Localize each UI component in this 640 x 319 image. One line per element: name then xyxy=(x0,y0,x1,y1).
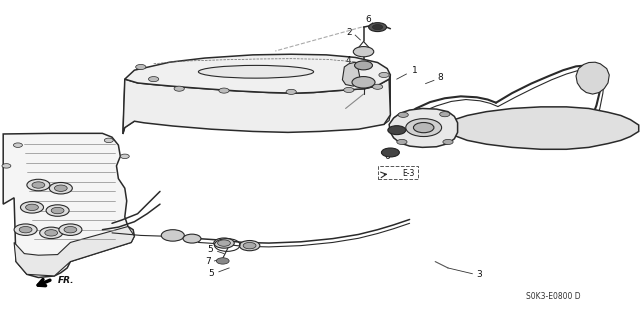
Circle shape xyxy=(32,182,45,188)
Text: 8: 8 xyxy=(438,73,443,82)
Text: 5: 5 xyxy=(209,269,214,278)
Polygon shape xyxy=(389,108,458,147)
Circle shape xyxy=(413,122,434,133)
Circle shape xyxy=(388,126,406,135)
Circle shape xyxy=(13,143,22,147)
Polygon shape xyxy=(123,79,138,134)
Polygon shape xyxy=(384,75,390,124)
Polygon shape xyxy=(454,107,639,149)
Polygon shape xyxy=(125,54,390,93)
Circle shape xyxy=(243,242,256,249)
Text: 3: 3 xyxy=(476,271,481,279)
Text: 6: 6 xyxy=(393,116,398,125)
Circle shape xyxy=(161,230,184,241)
Text: 1: 1 xyxy=(412,66,417,75)
Circle shape xyxy=(214,238,234,248)
Circle shape xyxy=(239,241,260,251)
Circle shape xyxy=(54,185,67,191)
Circle shape xyxy=(379,72,389,78)
Polygon shape xyxy=(14,226,134,276)
Polygon shape xyxy=(3,133,134,278)
Circle shape xyxy=(381,148,399,157)
Text: 2: 2 xyxy=(346,28,351,37)
Circle shape xyxy=(51,207,64,214)
Circle shape xyxy=(398,112,408,117)
Circle shape xyxy=(174,86,184,91)
Circle shape xyxy=(148,77,159,82)
Circle shape xyxy=(20,202,44,213)
Text: FR.: FR. xyxy=(58,276,74,285)
Text: 6: 6 xyxy=(385,152,390,161)
Circle shape xyxy=(355,61,372,70)
Polygon shape xyxy=(576,62,609,94)
Circle shape xyxy=(2,164,11,168)
Polygon shape xyxy=(123,79,390,134)
Polygon shape xyxy=(342,62,360,86)
Circle shape xyxy=(443,139,453,145)
Circle shape xyxy=(49,182,72,194)
Ellipse shape xyxy=(198,65,314,78)
Circle shape xyxy=(440,112,450,117)
Text: S0K3-E0800 D: S0K3-E0800 D xyxy=(526,292,581,301)
Circle shape xyxy=(286,89,296,94)
Text: E-3: E-3 xyxy=(402,169,414,178)
Text: 7: 7 xyxy=(205,257,211,266)
Circle shape xyxy=(219,88,229,93)
Circle shape xyxy=(120,154,129,159)
Circle shape xyxy=(19,226,32,233)
Circle shape xyxy=(64,226,77,233)
Circle shape xyxy=(136,64,146,70)
Circle shape xyxy=(45,230,58,236)
Circle shape xyxy=(372,25,383,30)
Text: 5: 5 xyxy=(207,245,212,254)
Circle shape xyxy=(216,258,229,264)
Circle shape xyxy=(218,240,230,246)
Circle shape xyxy=(183,234,201,243)
Circle shape xyxy=(352,77,375,88)
Circle shape xyxy=(14,224,37,235)
Text: 4: 4 xyxy=(346,56,351,65)
Circle shape xyxy=(104,138,113,143)
Circle shape xyxy=(397,139,407,145)
Circle shape xyxy=(353,47,374,57)
Circle shape xyxy=(46,205,69,216)
Circle shape xyxy=(406,119,442,137)
Circle shape xyxy=(372,84,383,89)
Circle shape xyxy=(369,23,387,32)
Text: 6: 6 xyxy=(366,15,371,24)
Circle shape xyxy=(26,204,38,211)
Circle shape xyxy=(59,224,82,235)
Circle shape xyxy=(27,179,50,191)
Circle shape xyxy=(40,227,63,239)
Circle shape xyxy=(344,87,354,93)
